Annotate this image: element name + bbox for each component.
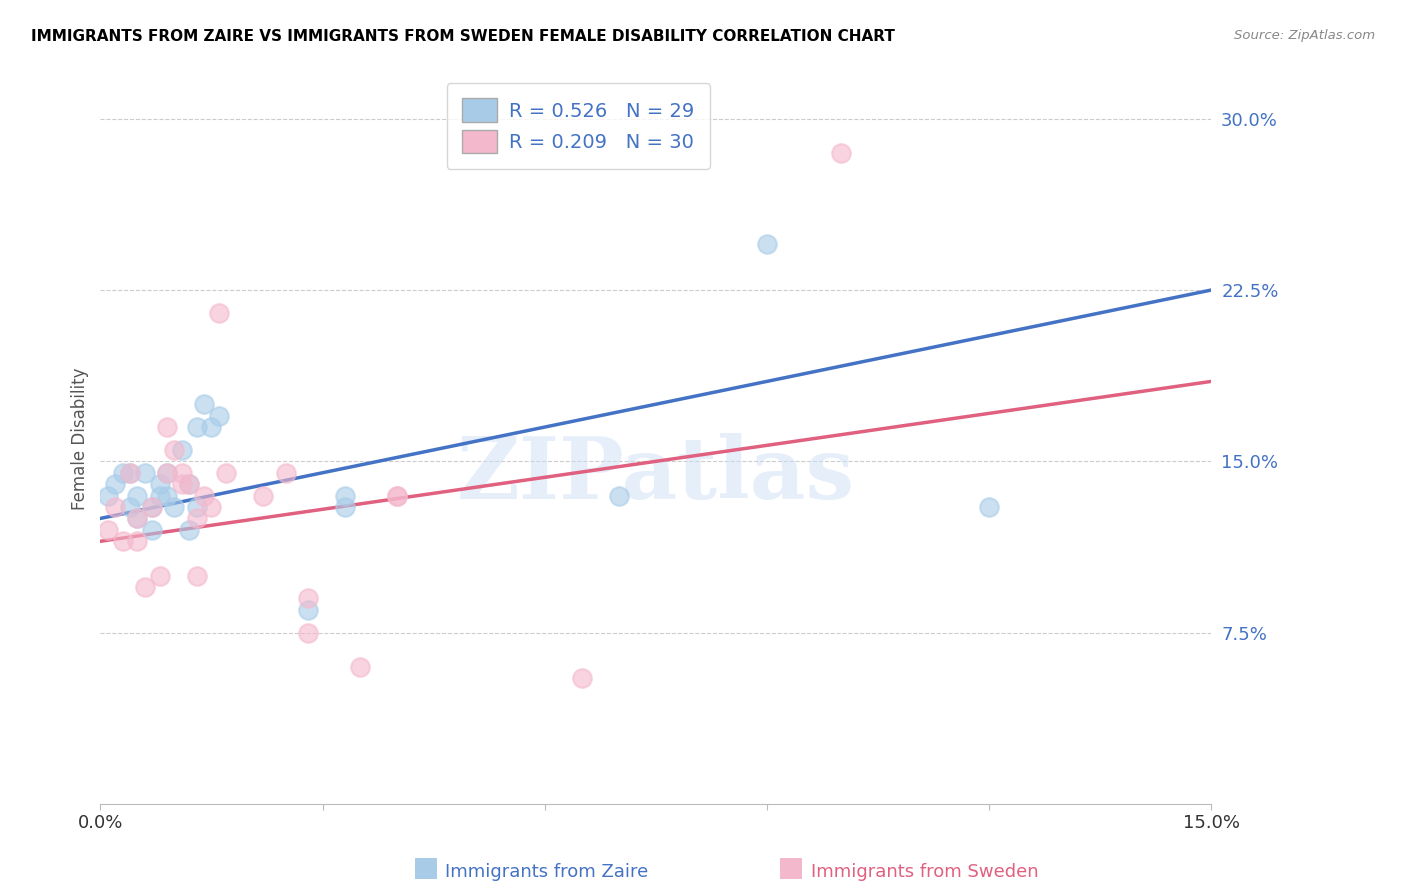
Point	[127, 534, 149, 549]
Point	[179, 477, 201, 491]
Point	[141, 500, 163, 514]
Point	[141, 500, 163, 514]
Point	[104, 477, 127, 491]
Point	[163, 500, 186, 514]
Point	[193, 489, 215, 503]
Point	[163, 442, 186, 457]
Point	[104, 500, 127, 514]
Point	[134, 466, 156, 480]
Point	[186, 568, 208, 582]
Point	[193, 397, 215, 411]
Point	[170, 477, 193, 491]
Y-axis label: Female Disability: Female Disability	[72, 368, 89, 509]
Point	[200, 500, 222, 514]
Point	[97, 489, 120, 503]
Point	[179, 477, 201, 491]
Point	[756, 237, 779, 252]
Point	[186, 500, 208, 514]
Point	[208, 409, 231, 423]
Point	[186, 420, 208, 434]
Text: Source: ZipAtlas.com: Source: ZipAtlas.com	[1234, 29, 1375, 43]
Point	[297, 603, 319, 617]
Point	[385, 489, 408, 503]
Point	[111, 466, 134, 480]
Point	[208, 306, 231, 320]
Point	[156, 489, 179, 503]
Point	[349, 660, 371, 674]
Point	[186, 511, 208, 525]
Point	[118, 466, 141, 480]
Point	[607, 489, 630, 503]
Legend: R = 0.526   N = 29, R = 0.209   N = 30: R = 0.526 N = 29, R = 0.209 N = 30	[447, 83, 710, 169]
Point	[156, 466, 179, 480]
Point	[149, 489, 172, 503]
Point	[170, 442, 193, 457]
Point	[127, 511, 149, 525]
Point	[297, 625, 319, 640]
Point	[111, 534, 134, 549]
Point	[97, 523, 120, 537]
Point	[297, 591, 319, 606]
Point	[979, 500, 1001, 514]
Point	[127, 511, 149, 525]
Point	[215, 466, 238, 480]
Text: Immigrants from Zaire: Immigrants from Zaire	[446, 863, 648, 881]
Point	[252, 489, 274, 503]
Point	[118, 500, 141, 514]
Point	[156, 466, 179, 480]
Point	[571, 671, 593, 685]
Point	[179, 523, 201, 537]
Point	[200, 420, 222, 434]
Text: Immigrants from Sweden: Immigrants from Sweden	[811, 863, 1038, 881]
Point	[385, 489, 408, 503]
Point	[149, 477, 172, 491]
Point	[830, 145, 852, 160]
Point	[118, 466, 141, 480]
Point	[170, 466, 193, 480]
Point	[333, 489, 356, 503]
Point	[134, 580, 156, 594]
Text: ZIPatlas: ZIPatlas	[457, 433, 855, 517]
Text: IMMIGRANTS FROM ZAIRE VS IMMIGRANTS FROM SWEDEN FEMALE DISABILITY CORRELATION CH: IMMIGRANTS FROM ZAIRE VS IMMIGRANTS FROM…	[31, 29, 894, 45]
Point	[333, 500, 356, 514]
Point	[127, 489, 149, 503]
Point	[274, 466, 297, 480]
Point	[156, 420, 179, 434]
Point	[141, 523, 163, 537]
Point	[149, 568, 172, 582]
